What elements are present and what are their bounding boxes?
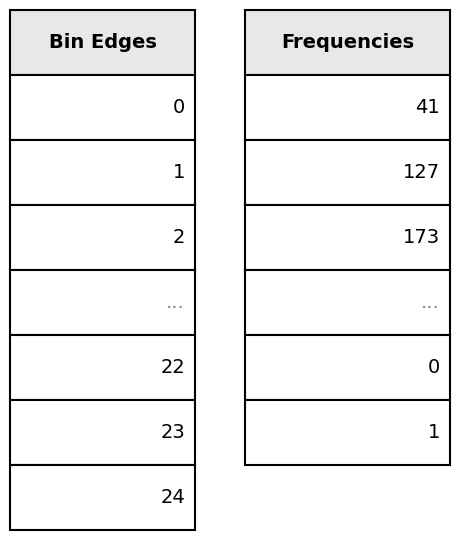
Text: ...: ... — [166, 293, 185, 312]
Text: 2: 2 — [172, 228, 185, 247]
Bar — [245, 140, 449, 205]
Bar — [10, 10, 195, 75]
Bar — [10, 75, 195, 140]
Bar — [245, 75, 449, 140]
Text: Bin Edges: Bin Edges — [49, 33, 156, 52]
Bar — [10, 335, 195, 400]
Bar — [10, 465, 195, 530]
Text: 24: 24 — [160, 488, 185, 507]
Bar — [245, 335, 449, 400]
Bar — [10, 270, 195, 335]
Text: Frequencies: Frequencies — [280, 33, 413, 52]
Text: 173: 173 — [402, 228, 439, 247]
Bar — [245, 270, 449, 335]
Text: 127: 127 — [402, 163, 439, 182]
Bar — [10, 205, 195, 270]
Bar — [245, 400, 449, 465]
Bar — [245, 10, 449, 75]
Text: 22: 22 — [160, 358, 185, 377]
Text: 0: 0 — [173, 98, 185, 117]
Text: 0: 0 — [427, 358, 439, 377]
Bar — [245, 205, 449, 270]
Bar — [10, 140, 195, 205]
Text: 1: 1 — [172, 163, 185, 182]
Text: 23: 23 — [160, 423, 185, 442]
Text: 41: 41 — [414, 98, 439, 117]
Text: 1: 1 — [427, 423, 439, 442]
Bar — [10, 400, 195, 465]
Text: ...: ... — [420, 293, 439, 312]
